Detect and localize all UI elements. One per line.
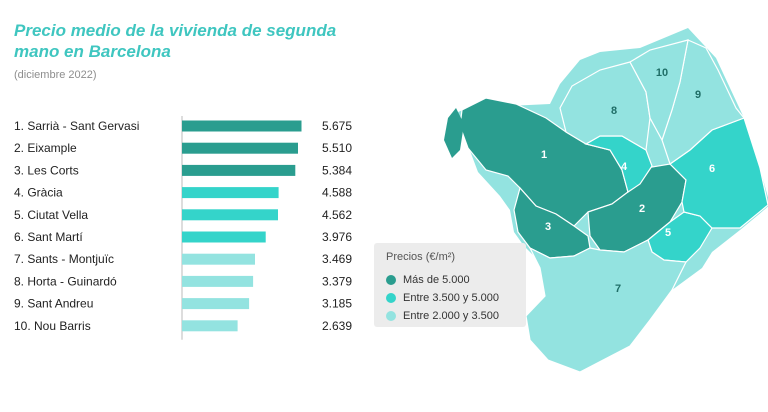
chart-subtitle: (diciembre 2022) <box>14 69 97 81</box>
legend-item-low: Entre 2.000 y 3.500 <box>386 309 499 323</box>
bar <box>182 142 298 154</box>
bar <box>182 275 254 287</box>
bar <box>182 231 266 243</box>
bar-chart: 1. Sarrià - Sant Gervasi 5.675 2. Eixample… <box>14 116 352 340</box>
bar <box>182 253 255 265</box>
value-label: 3.185 <box>322 297 352 311</box>
legend-label: Más de 5.000 <box>403 274 470 286</box>
legend-swatch-mid <box>386 293 396 303</box>
bar <box>182 164 296 176</box>
bar <box>182 187 279 199</box>
value-label: 3.379 <box>322 274 352 288</box>
legend-label: Entre 2.000 y 3.500 <box>403 310 500 322</box>
category-label: 7. Sants - Montjuïc <box>14 252 114 266</box>
value-label: 4.588 <box>322 186 352 200</box>
value-label: 4.562 <box>322 208 352 222</box>
value-label: 3.469 <box>322 252 352 266</box>
value-label: 2.639 <box>322 319 352 333</box>
district-label: 9 <box>695 89 701 101</box>
value-label: 3.976 <box>322 230 352 244</box>
district-label: 10 <box>656 67 668 79</box>
category-label: 5. Ciutat Vella <box>14 208 88 222</box>
district-label: 8 <box>611 105 617 117</box>
legend-swatch-high <box>386 275 396 285</box>
category-label: 9. Sant Andreu <box>14 297 93 311</box>
category-label: 6. Sant Martí <box>14 230 83 244</box>
district-label: 5 <box>665 227 671 239</box>
district-label: 4 <box>621 161 628 173</box>
value-label: 5.675 <box>322 119 352 133</box>
bar <box>182 120 302 132</box>
category-label: 10. Nou Barris <box>14 319 91 333</box>
district-label: 1 <box>541 149 547 161</box>
district-label: 3 <box>545 221 551 233</box>
category-label: 4. Gràcia <box>14 186 63 200</box>
category-label: 3. Les Corts <box>14 163 79 177</box>
legend-item-high: Más de 5.000 <box>386 273 470 287</box>
bar <box>182 320 238 332</box>
value-label: 5.384 <box>322 163 352 177</box>
chart-title: Precio medio de la vivienda de segunda m… <box>14 21 337 61</box>
legend-swatch-low <box>386 311 396 321</box>
district-map: 1 2 3 4 5 6 7 8 9 10 <box>444 28 768 373</box>
collserola-detail <box>444 108 464 158</box>
bar <box>182 209 278 221</box>
legend: Precios (€/m²) Más de 5.000 Entre 3.500 … <box>374 243 526 327</box>
category-label: 2. Eixample <box>14 141 77 155</box>
legend-item-mid: Entre 3.500 y 5.000 <box>386 291 499 305</box>
category-label: 8. Horta - Guinardó <box>14 274 117 288</box>
district-10 <box>629 39 689 142</box>
bar <box>182 298 250 310</box>
value-label: 5.510 <box>322 141 352 155</box>
legend-title: Precios (€/m²) <box>386 251 456 263</box>
legend-label: Entre 3.500 y 5.000 <box>403 292 500 304</box>
district-label: 6 <box>709 163 715 175</box>
district-label: 2 <box>639 203 645 215</box>
district-7 <box>525 239 687 373</box>
category-label: 1. Sarrià - Sant Gervasi <box>14 119 139 133</box>
district-label: 7 <box>615 283 621 295</box>
